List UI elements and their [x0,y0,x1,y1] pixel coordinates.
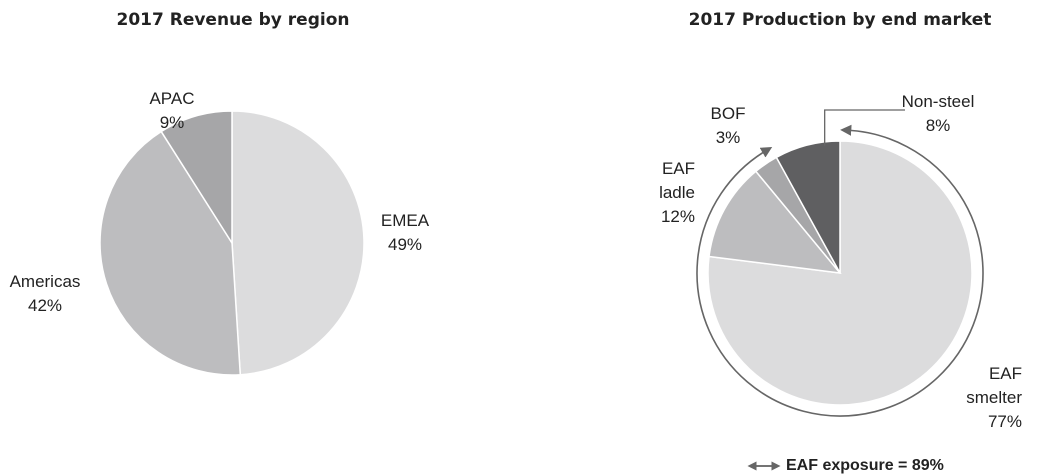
pie-slice [99,130,242,376]
category-label: EAF smelter [966,364,1022,407]
slice-label: BOF 3% [711,104,746,147]
exposure-arc [696,124,984,417]
slice-label: Non-steel 8% [902,92,975,135]
leader-line [824,109,905,146]
slice-label: EAF smelter 77% [966,364,1022,431]
category-label: Americas [10,272,81,291]
category-label: EAF ladle [659,159,695,202]
pie-slice [708,170,842,274]
pie-slice [231,110,365,376]
slice-label: EAF ladle 12% [659,159,695,226]
value-label: 9% [160,113,185,132]
value-label: 8% [926,116,951,135]
chart-title: 2017 Production by end market [689,10,992,30]
value-label: 77% [988,412,1022,431]
category-label: APAC [149,89,194,108]
value-label: 42% [28,296,62,315]
value-label: 3% [716,128,741,147]
category-label: Non-steel [902,92,975,111]
annotation: EAF exposure = 89% [786,457,944,474]
slice-label: APAC 9% [149,89,194,132]
category-label: EMEA [381,211,430,230]
slice-label: Americas 42% [10,272,81,315]
pie-slice [160,110,233,246]
category-label: BOF [711,104,746,123]
slice-label: EMEA 49% [381,211,430,254]
value-label: 12% [661,207,695,226]
chart-title: 2017 Revenue by region [117,10,350,30]
value-label: 49% [388,235,422,254]
